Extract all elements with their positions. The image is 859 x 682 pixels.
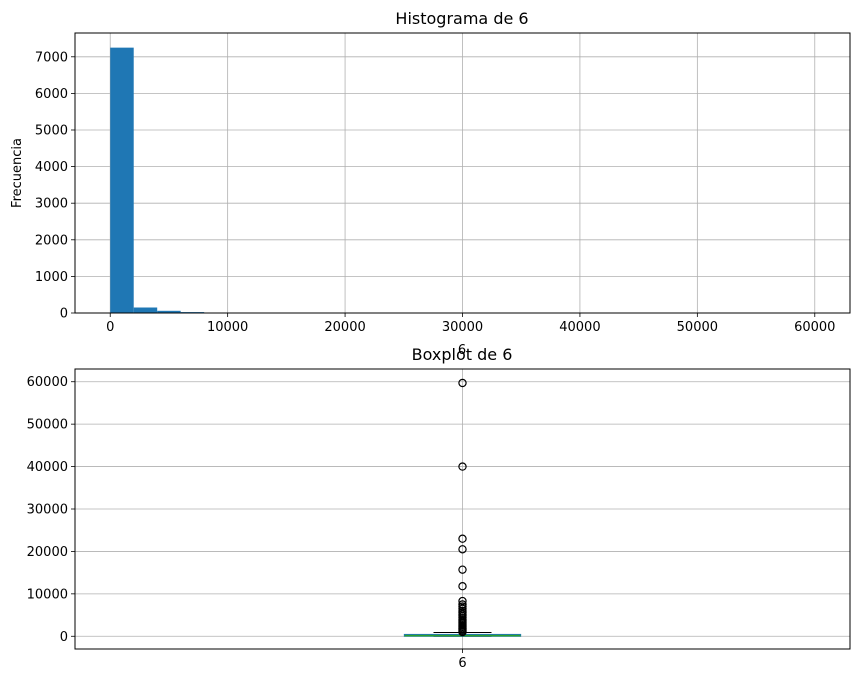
boxplot-ytick-label: 10000 — [27, 587, 68, 602]
boxplot-ytick-label: 40000 — [27, 460, 68, 475]
boxplot-ytick-label: 60000 — [27, 375, 68, 390]
boxplot-outlier — [458, 600, 467, 609]
histogram-ytick-label: 7000 — [35, 50, 68, 65]
histogram-ytick-label: 4000 — [35, 160, 68, 175]
histogram-ytick-label: 2000 — [35, 233, 68, 248]
boxplot-outlier — [458, 534, 467, 543]
boxplot-outlier — [458, 378, 467, 388]
histogram-bar — [157, 310, 181, 313]
boxplot-ytick-label: 20000 — [27, 545, 68, 560]
histogram-xtick-label: 20000 — [324, 320, 365, 335]
histogram-xtick-label: 30000 — [442, 320, 483, 335]
histogram-ytick-label: 1000 — [35, 270, 68, 285]
boxplot-outlier — [458, 596, 467, 606]
boxplot-title: Boxplot de 6 — [412, 345, 513, 364]
boxplot-xticks: 6 — [458, 649, 467, 671]
boxplot-ytick-label: 30000 — [27, 503, 68, 518]
histogram-bar — [110, 47, 134, 313]
histogram-bar — [133, 307, 158, 313]
histogram-title: Histograma de 6 — [395, 9, 528, 28]
boxplot-outlier — [458, 545, 467, 554]
histogram-grid — [75, 33, 850, 314]
histogram-xticks: 0 10000 20000 30000 40000 50000 60000 — [106, 313, 835, 335]
boxplot-outlier — [458, 462, 467, 471]
histogram-xtick-label: 60000 — [794, 320, 835, 335]
boxplot-ytick-label: 50000 — [27, 418, 68, 433]
histogram-ylabel: Frecuencia — [10, 138, 25, 208]
boxplot-outlier — [458, 582, 467, 591]
boxplot-grid — [75, 369, 850, 649]
histogram-xtick-label: 0 — [106, 320, 114, 335]
boxplot-ytick-label: 0 — [60, 630, 68, 645]
histogram-yticks: 0 1000 2000 3000 4000 5000 6000 7000 — [35, 50, 75, 322]
histogram-xtick-label: 50000 — [677, 320, 718, 335]
boxplot-subplot: Boxplot de 6 6 0 10000 20000 30000 40000 5000… — [27, 345, 851, 671]
histogram-subplot: Histograma de 6 Frecuencia 0 10000 20000 30… — [10, 9, 851, 358]
histogram-xtick-label: 40000 — [559, 320, 600, 335]
boxplot-xtick-label: 6 — [458, 656, 466, 671]
boxplot-marks — [403, 378, 522, 637]
histogram-ytick-label: 3000 — [35, 197, 68, 212]
boxplot-outlier — [458, 565, 467, 574]
boxplot-yticks: 0 10000 20000 30000 40000 50000 60000 — [27, 375, 75, 645]
histogram-ytick-label: 6000 — [35, 87, 68, 102]
histogram-ytick-label: 0 — [60, 307, 68, 322]
histogram-ytick-label: 5000 — [35, 123, 68, 138]
histogram-xlabel: 6 — [458, 343, 466, 358]
histogram-xtick-label: 10000 — [207, 320, 248, 335]
